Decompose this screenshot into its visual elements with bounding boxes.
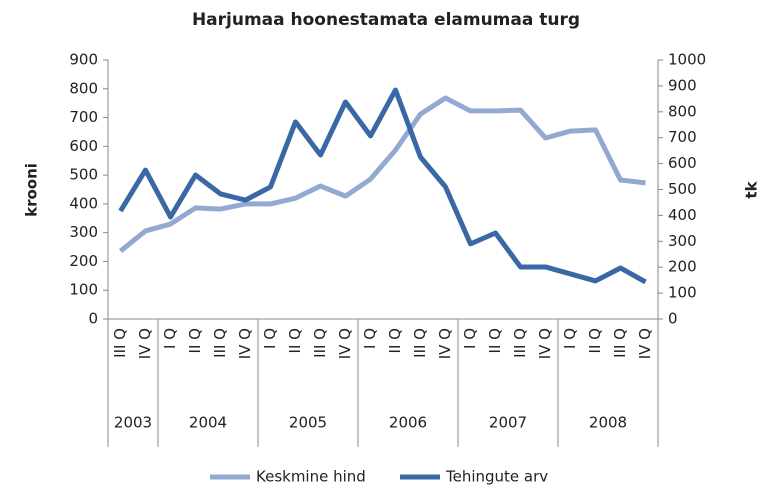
chart-title: Harjumaa hoonestamata elamumaa turg — [192, 10, 580, 30]
x-tick-label: II Q — [586, 328, 604, 353]
x-tick-label: IV Q — [636, 328, 654, 359]
y2-tick-label: 700 — [668, 128, 697, 146]
y2-tick-label: 200 — [668, 258, 697, 276]
legend-label: Tehingute arv — [445, 468, 548, 486]
group-label: 2005 — [289, 414, 327, 432]
x-tick-label: II Q — [186, 328, 204, 353]
y-tick-label: 900 — [69, 51, 98, 69]
series-line — [118, 87, 647, 285]
y-tick-label: 300 — [69, 223, 98, 241]
y-tick-label: 600 — [69, 137, 98, 155]
x-tick-label: I Q — [261, 328, 279, 349]
x-tick-label: IV Q — [436, 328, 454, 359]
y-tick-label: 200 — [69, 252, 98, 270]
y2-tick-label: 400 — [668, 206, 697, 224]
x-tick-label: III Q — [311, 328, 329, 358]
x-tick-label: III Q — [611, 328, 629, 358]
x-tick-label: IV Q — [536, 328, 554, 359]
x-tick-label: II Q — [486, 328, 504, 353]
x-tick-label: I Q — [161, 328, 179, 349]
y-tick-label: 800 — [69, 79, 98, 97]
y2-tick-label: 900 — [668, 76, 697, 94]
y-tick-label: 500 — [69, 166, 98, 184]
group-label: 2008 — [589, 414, 627, 432]
legend-label: Keskmine hind — [256, 468, 366, 486]
group-label: 2003 — [114, 414, 152, 432]
y2-axis-title: tk — [743, 180, 761, 198]
y-tick-label: 700 — [69, 108, 98, 126]
y2-tick-label: 1000 — [668, 51, 706, 69]
y2-tick-label: 500 — [668, 180, 697, 198]
x-tick-label: III Q — [211, 328, 229, 358]
group-label: 2006 — [389, 414, 427, 432]
series-line — [118, 95, 646, 254]
y2-tick-label: 100 — [668, 284, 697, 302]
y2-tick-label: 0 — [668, 310, 678, 328]
group-label: 2004 — [189, 414, 227, 432]
x-tick-label: III Q — [511, 328, 529, 358]
group-label: 2007 — [489, 414, 527, 432]
x-tick-label: II Q — [286, 328, 304, 353]
y-tick-label: 100 — [69, 281, 98, 299]
x-tick-label: I Q — [561, 328, 579, 349]
x-tick-label: III Q — [411, 328, 429, 358]
y2-tick-label: 600 — [668, 154, 697, 172]
x-tick-label: II Q — [386, 328, 404, 353]
y2-tick-label: 800 — [668, 102, 697, 120]
x-tick-label: III Q — [111, 328, 129, 358]
x-tick-label: IV Q — [336, 328, 354, 359]
y-tick-label: 400 — [69, 194, 98, 212]
x-tick-label: IV Q — [236, 328, 254, 359]
y-axis-title: krooni — [23, 163, 41, 217]
y-tick-label: 0 — [88, 310, 98, 328]
x-tick-label: IV Q — [136, 328, 154, 359]
x-tick-label: I Q — [461, 328, 479, 349]
y2-tick-label: 300 — [668, 232, 697, 250]
x-tick-label: I Q — [361, 328, 379, 349]
